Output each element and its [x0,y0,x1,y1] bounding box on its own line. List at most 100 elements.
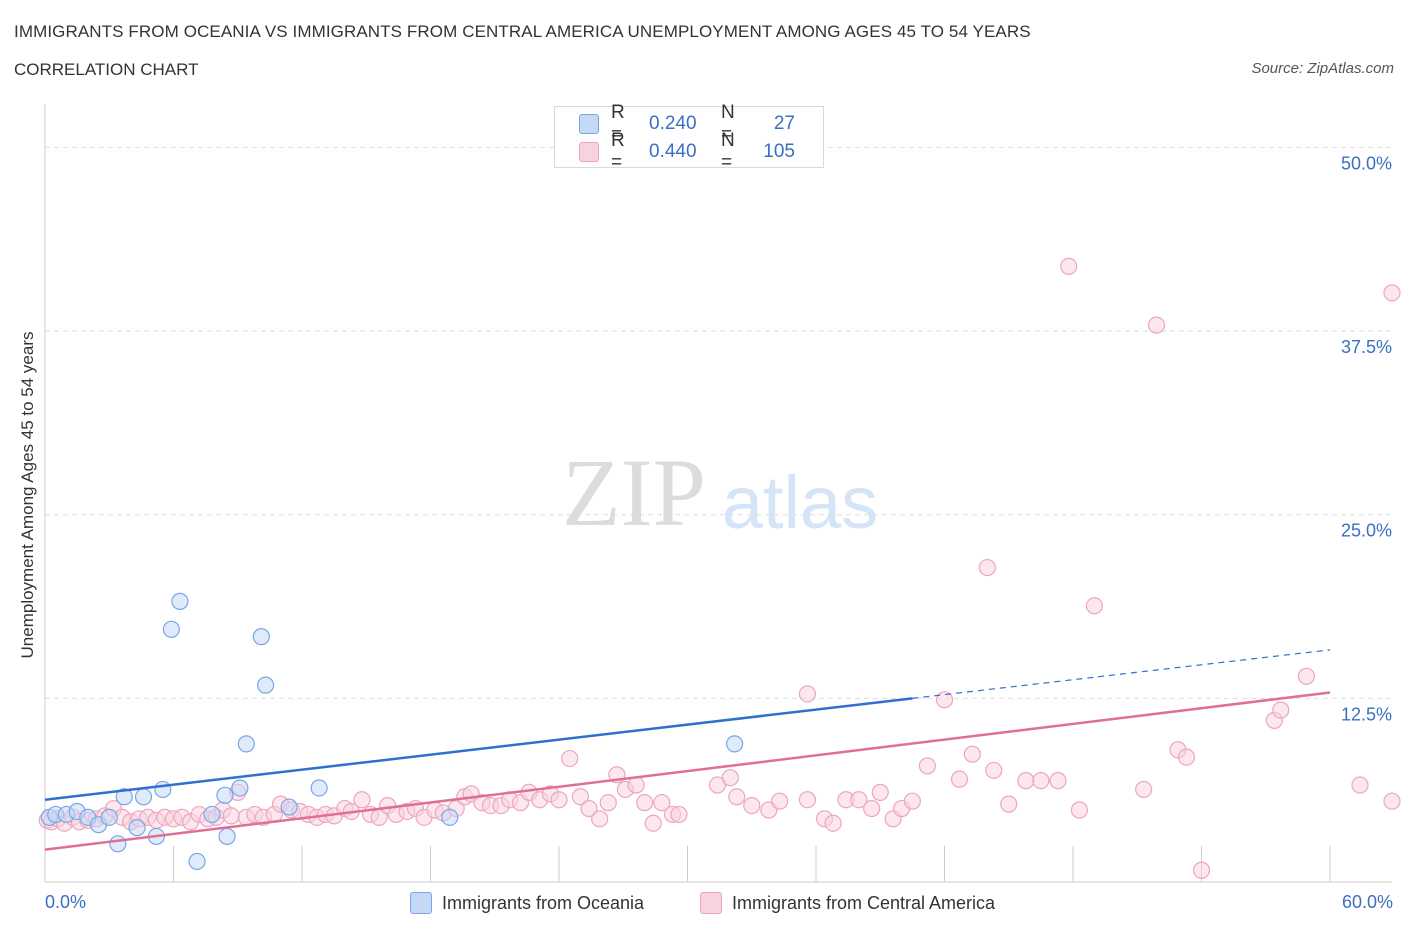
y-tick-label-1: 25.0% [1341,521,1392,541]
point-central-america-113 [1383,792,1401,810]
point-central-america-72 [670,805,688,824]
point-central-america-59 [550,791,568,809]
point-oceania-10 [134,788,153,806]
point-central-america-93 [963,745,981,763]
legend-r-label: R = [611,130,625,173]
point-central-america-82 [824,814,842,832]
watermark: ZIP atlas [562,439,878,546]
point-central-america-109 [1272,701,1290,719]
legend-row-central-america: R = 0.440 N = 105 [579,130,795,173]
point-oceania-24 [310,779,328,797]
point-central-america-112 [1383,284,1401,302]
legend-row-oceania: R = 0.240 N = 27 [579,102,795,145]
point-oceania-8 [115,788,133,806]
point-central-america-62 [580,799,598,818]
watermark-zip: ZIP [562,439,706,546]
point-central-america-74 [721,769,739,787]
point-central-america-84 [850,791,868,809]
legend-swatch-oceania [410,892,432,914]
point-central-america-104 [1147,316,1166,334]
point-oceania-17 [216,786,234,804]
legend-n-value: 27 [773,113,795,134]
chart-title: IMMIGRANTS FROM OCEANIA VS IMMIGRANTS FR… [14,22,1031,41]
legend-swatch-central-america [700,892,722,914]
point-central-america-102 [1085,597,1104,615]
point-oceania-26 [726,735,744,753]
legend-item-oceania: Immigrants from Oceania [410,890,644,916]
legend-item-central-america: Immigrants from Central America [700,890,995,916]
point-central-america-86 [871,783,889,801]
chart-source: Source: ZipAtlas.com [1251,60,1394,77]
gridlines [45,146,1392,699]
point-oceania-23 [280,798,298,816]
point-central-america-101 [1070,801,1089,819]
point-central-america-67 [627,776,645,794]
point-central-america-64 [599,794,617,812]
point-oceania-20 [237,735,255,753]
point-oceania-6 [100,808,118,826]
trend-line-oceania [44,697,913,801]
point-central-america-89 [903,792,921,810]
point-oceania-14 [171,592,189,610]
point-central-america-94 [978,558,996,577]
point-central-america-107 [1192,861,1211,879]
legend-swatch-central-america [579,142,599,162]
point-central-america-111 [1351,776,1369,794]
point-central-america-103 [1135,780,1153,799]
trend-lines [44,649,1331,851]
point-central-america-110 [1297,667,1316,685]
point-central-america-63 [591,810,609,828]
point-central-america-92 [950,770,969,788]
point-oceania-19 [231,779,249,797]
point-central-america-91 [935,691,954,709]
point-central-america-106 [1177,748,1196,766]
point-oceania-9 [128,819,146,837]
legend-n-label: N = [721,130,735,173]
point-oceania-12 [154,780,172,799]
point-oceania-13 [162,620,180,638]
x-tick-label-min: 0.0% [45,892,86,912]
point-central-america-60 [561,749,579,768]
data-points [38,257,1401,879]
y-axis-label: Unemployment Among Ages 45 to 54 years [18,331,37,659]
point-central-america-75 [728,788,746,806]
y-tick-label-0: 12.5% [1341,704,1392,724]
point-central-america-79 [798,685,817,703]
x-tick-label-max: 60.0% [1342,892,1393,912]
point-central-america-23 [222,807,240,825]
point-central-america-69 [644,814,662,832]
point-central-america-70 [653,794,671,812]
legend-label-central-america: Immigrants from Central America [732,892,996,913]
point-central-america-97 [1017,772,1035,790]
point-oceania-15 [188,852,206,871]
y-tick-label-3: 50.0% [1341,153,1392,173]
point-central-america-95 [985,761,1003,779]
point-oceania-16 [203,805,221,824]
y-tick-label-2: 37.5% [1341,337,1392,357]
legend-n-label: N = [721,102,735,145]
point-oceania-18 [218,827,236,846]
point-oceania-25 [441,808,459,826]
y-tick-labels: 12.5% 25.0% 37.5% 50.0% [1341,153,1392,724]
chart-subtitle: CORRELATION CHART [14,60,199,79]
legend-n-value: 105 [763,141,795,162]
legend-r-label: R = [611,102,625,145]
trend-line-central-america [44,691,1331,851]
point-oceania-7 [109,835,127,853]
point-central-america-80 [798,791,817,809]
point-central-america-76 [743,796,761,815]
point-central-america-68 [636,794,654,812]
axes [44,104,1392,883]
point-central-america-73 [708,776,727,794]
point-central-america-98 [1032,772,1050,790]
point-oceania-22 [256,676,275,694]
legend-swatch-oceania [579,114,599,134]
watermark-atlas: atlas [722,461,878,544]
trend-line-oceania-projection [912,649,1331,699]
point-central-america-38 [353,791,371,809]
point-central-america-61 [571,788,590,806]
legend-r-value: 0.440 [649,141,697,162]
legend-r-value: 0.240 [649,113,697,134]
point-central-america-100 [1060,257,1078,275]
